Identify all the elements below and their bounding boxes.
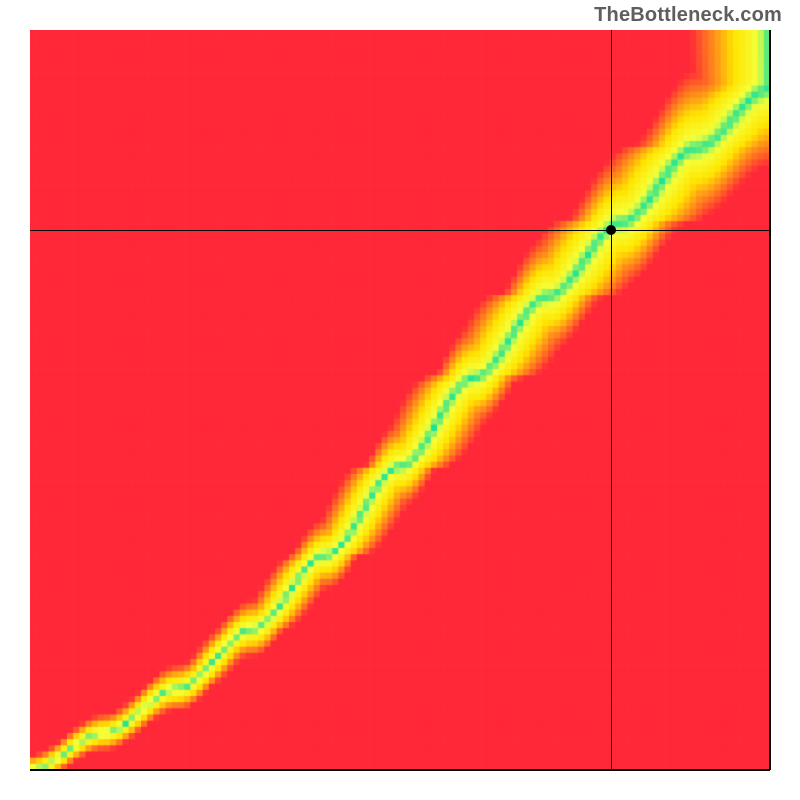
- crosshair-vertical: [611, 30, 612, 770]
- chart-container: TheBottleneck.com: [0, 0, 800, 800]
- marker-point: [606, 225, 616, 235]
- attribution-label: TheBottleneck.com: [594, 4, 782, 27]
- plot-area: [30, 30, 770, 770]
- heatmap-canvas: [30, 30, 770, 770]
- axis-bottom: [30, 769, 770, 771]
- crosshair-horizontal: [30, 230, 770, 231]
- axis-right: [769, 30, 771, 770]
